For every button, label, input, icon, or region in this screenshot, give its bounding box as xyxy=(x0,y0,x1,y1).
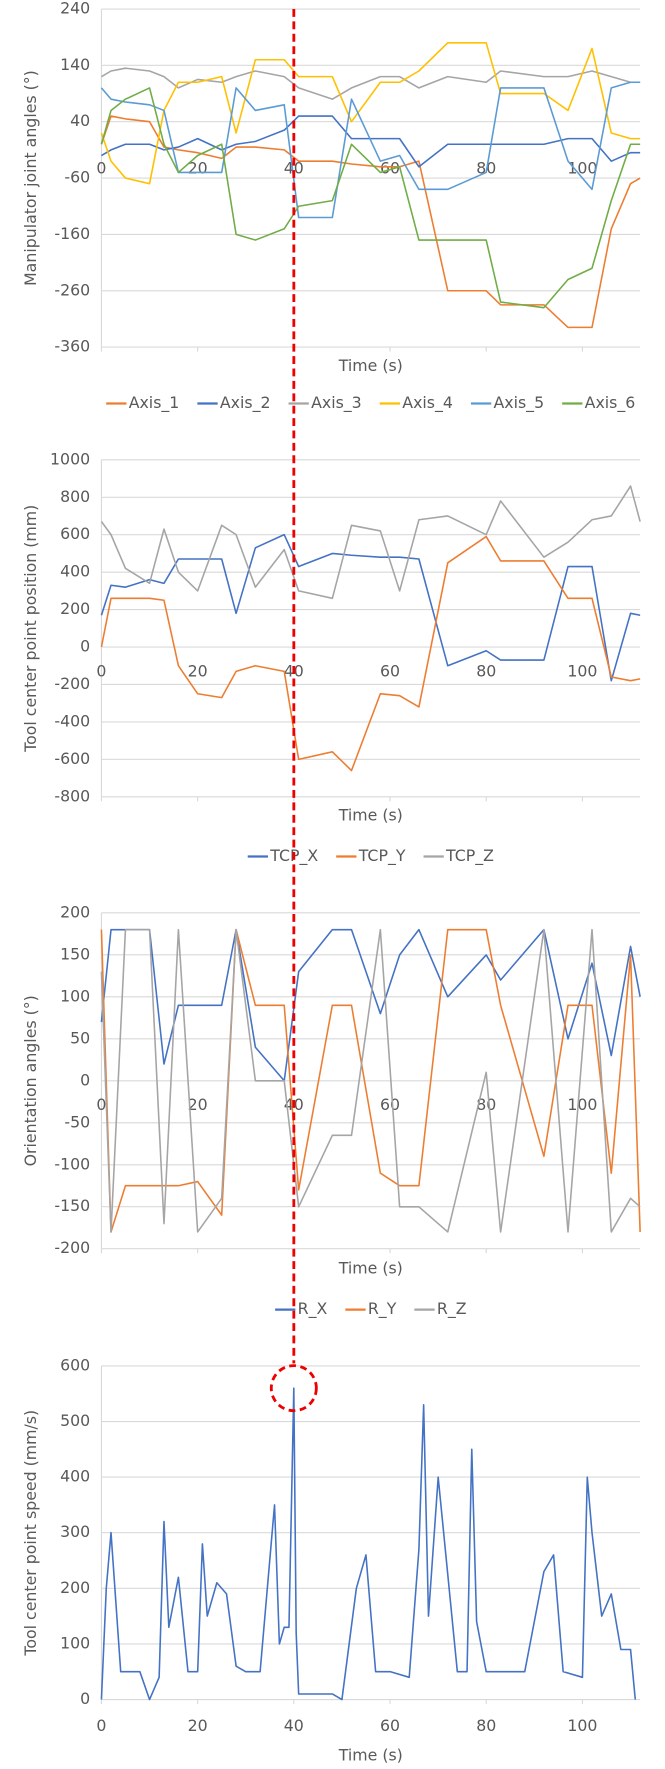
y-tick-label: 200 xyxy=(60,599,90,618)
x-tick-label: 20 xyxy=(188,661,208,680)
y-tick-label: 500 xyxy=(60,1411,90,1430)
peak-highlight xyxy=(269,1364,318,1413)
series-line xyxy=(100,115,641,329)
y-tick-label: 240 xyxy=(60,0,90,18)
x-tick-label: 80 xyxy=(476,1095,496,1114)
y-tick-label: -50 xyxy=(64,1112,90,1131)
y-axis-title: Manipulator joint angles (°) xyxy=(21,70,40,286)
x-tick-label: 20 xyxy=(188,1095,208,1114)
y-tick-label: -400 xyxy=(54,711,90,730)
series-line xyxy=(100,928,641,1233)
y-tick-label: 300 xyxy=(60,1522,90,1541)
y-axis-title: Orientation angles (°) xyxy=(21,995,40,1166)
x-tick-label: 60 xyxy=(380,1716,400,1735)
x-tick-label: 20 xyxy=(188,1716,208,1735)
legend-label: Axis_2 xyxy=(220,393,271,413)
y-tick-label: 50 xyxy=(70,1028,90,1047)
series-line xyxy=(100,81,641,219)
series-line xyxy=(100,87,641,309)
x-tick-label: 80 xyxy=(476,1716,496,1735)
legend-label: Axis_1 xyxy=(129,393,180,413)
y-tick-label: 600 xyxy=(60,524,90,543)
y-tick-label: -150 xyxy=(54,1196,90,1215)
series-line xyxy=(100,928,641,1082)
y-tick-label: 100 xyxy=(60,1633,90,1652)
legend: R_X R_Y R_Z xyxy=(275,1299,467,1319)
legend: Axis_1 Axis_2 Axis_3 Axis_4 Axis_5 Axis_6 xyxy=(106,393,635,413)
x-tick-label: 60 xyxy=(380,159,400,178)
series-line xyxy=(100,1387,637,1701)
x-axis-title: Time (s) xyxy=(338,805,403,824)
legend-label: Axis_5 xyxy=(493,393,544,413)
legend-label: R_Z xyxy=(437,1299,467,1319)
y-tick-label: -60 xyxy=(64,168,90,187)
y-tick-label: 150 xyxy=(60,944,90,963)
legend-label: TCP_Z xyxy=(445,846,494,866)
legend-label: TCP_Y xyxy=(358,846,406,866)
x-tick-label: 60 xyxy=(380,661,400,680)
x-tick-label: 40 xyxy=(284,1716,304,1735)
y-tick-label: 0 xyxy=(80,1070,90,1089)
legend-label: Axis_4 xyxy=(402,393,453,413)
legend-label: R_Y xyxy=(368,1299,397,1319)
y-tick-label: -800 xyxy=(54,786,90,805)
y-tick-label: -160 xyxy=(54,224,90,243)
y-tick-label: 800 xyxy=(60,487,90,506)
series-line xyxy=(100,42,641,185)
series-line xyxy=(101,67,641,100)
y-tick-label: 400 xyxy=(60,562,90,581)
x-axis-title: Time (s) xyxy=(338,1745,403,1764)
series-line xyxy=(100,535,641,772)
legend-label: Axis_6 xyxy=(585,393,636,413)
x-axis-title: Time (s) xyxy=(338,1259,403,1278)
x-axis-title: Time (s) xyxy=(338,356,403,375)
y-axis-title: Tool center point speed (mm/s) xyxy=(21,1410,40,1657)
figure-body: -360 -260 -160 -60 40 140 240 0 20 40 60 80 100 Time … xyxy=(21,0,641,1764)
y-tick-label: 600 xyxy=(60,1355,90,1374)
y-tick-label: 40 xyxy=(70,111,90,130)
y-tick-label: 200 xyxy=(60,902,90,921)
legend-label: R_X xyxy=(298,1299,328,1319)
legend-label: Axis_3 xyxy=(311,393,362,413)
y-tick-label: -600 xyxy=(54,749,90,768)
x-tick-label: 0 xyxy=(96,661,106,680)
y-tick-label: -100 xyxy=(54,1154,90,1173)
y-tick-label: -200 xyxy=(54,674,90,693)
y-tick-label: 0 xyxy=(80,637,90,656)
series-line xyxy=(100,485,641,600)
x-tick-label: 40 xyxy=(284,159,304,178)
y-tick-label: 0 xyxy=(80,1689,90,1708)
y-tick-label: 140 xyxy=(60,55,90,74)
y-tick-label: -260 xyxy=(54,280,90,299)
x-tick-label: 60 xyxy=(380,1095,400,1114)
y-tick-label: 200 xyxy=(60,1578,90,1597)
x-tick-label: 100 xyxy=(567,661,597,680)
x-tick-label: 0 xyxy=(96,159,106,178)
y-tick-label: 100 xyxy=(60,986,90,1005)
y-tick-label: 400 xyxy=(60,1467,90,1486)
y-axis-title: Tool center point position (mm) xyxy=(21,505,40,753)
x-tick-label: 0 xyxy=(96,1095,106,1114)
x-tick-label: 100 xyxy=(567,159,597,178)
x-tick-label: 80 xyxy=(476,661,496,680)
y-tick-label: 1000 xyxy=(50,449,90,468)
series-line xyxy=(100,533,641,682)
x-tick-label: 100 xyxy=(567,1095,597,1114)
y-tick-label: -200 xyxy=(54,1238,90,1257)
y-tick-label: -360 xyxy=(54,337,90,356)
x-tick-label: 0 xyxy=(96,1716,106,1735)
x-tick-label: 100 xyxy=(567,1716,597,1735)
